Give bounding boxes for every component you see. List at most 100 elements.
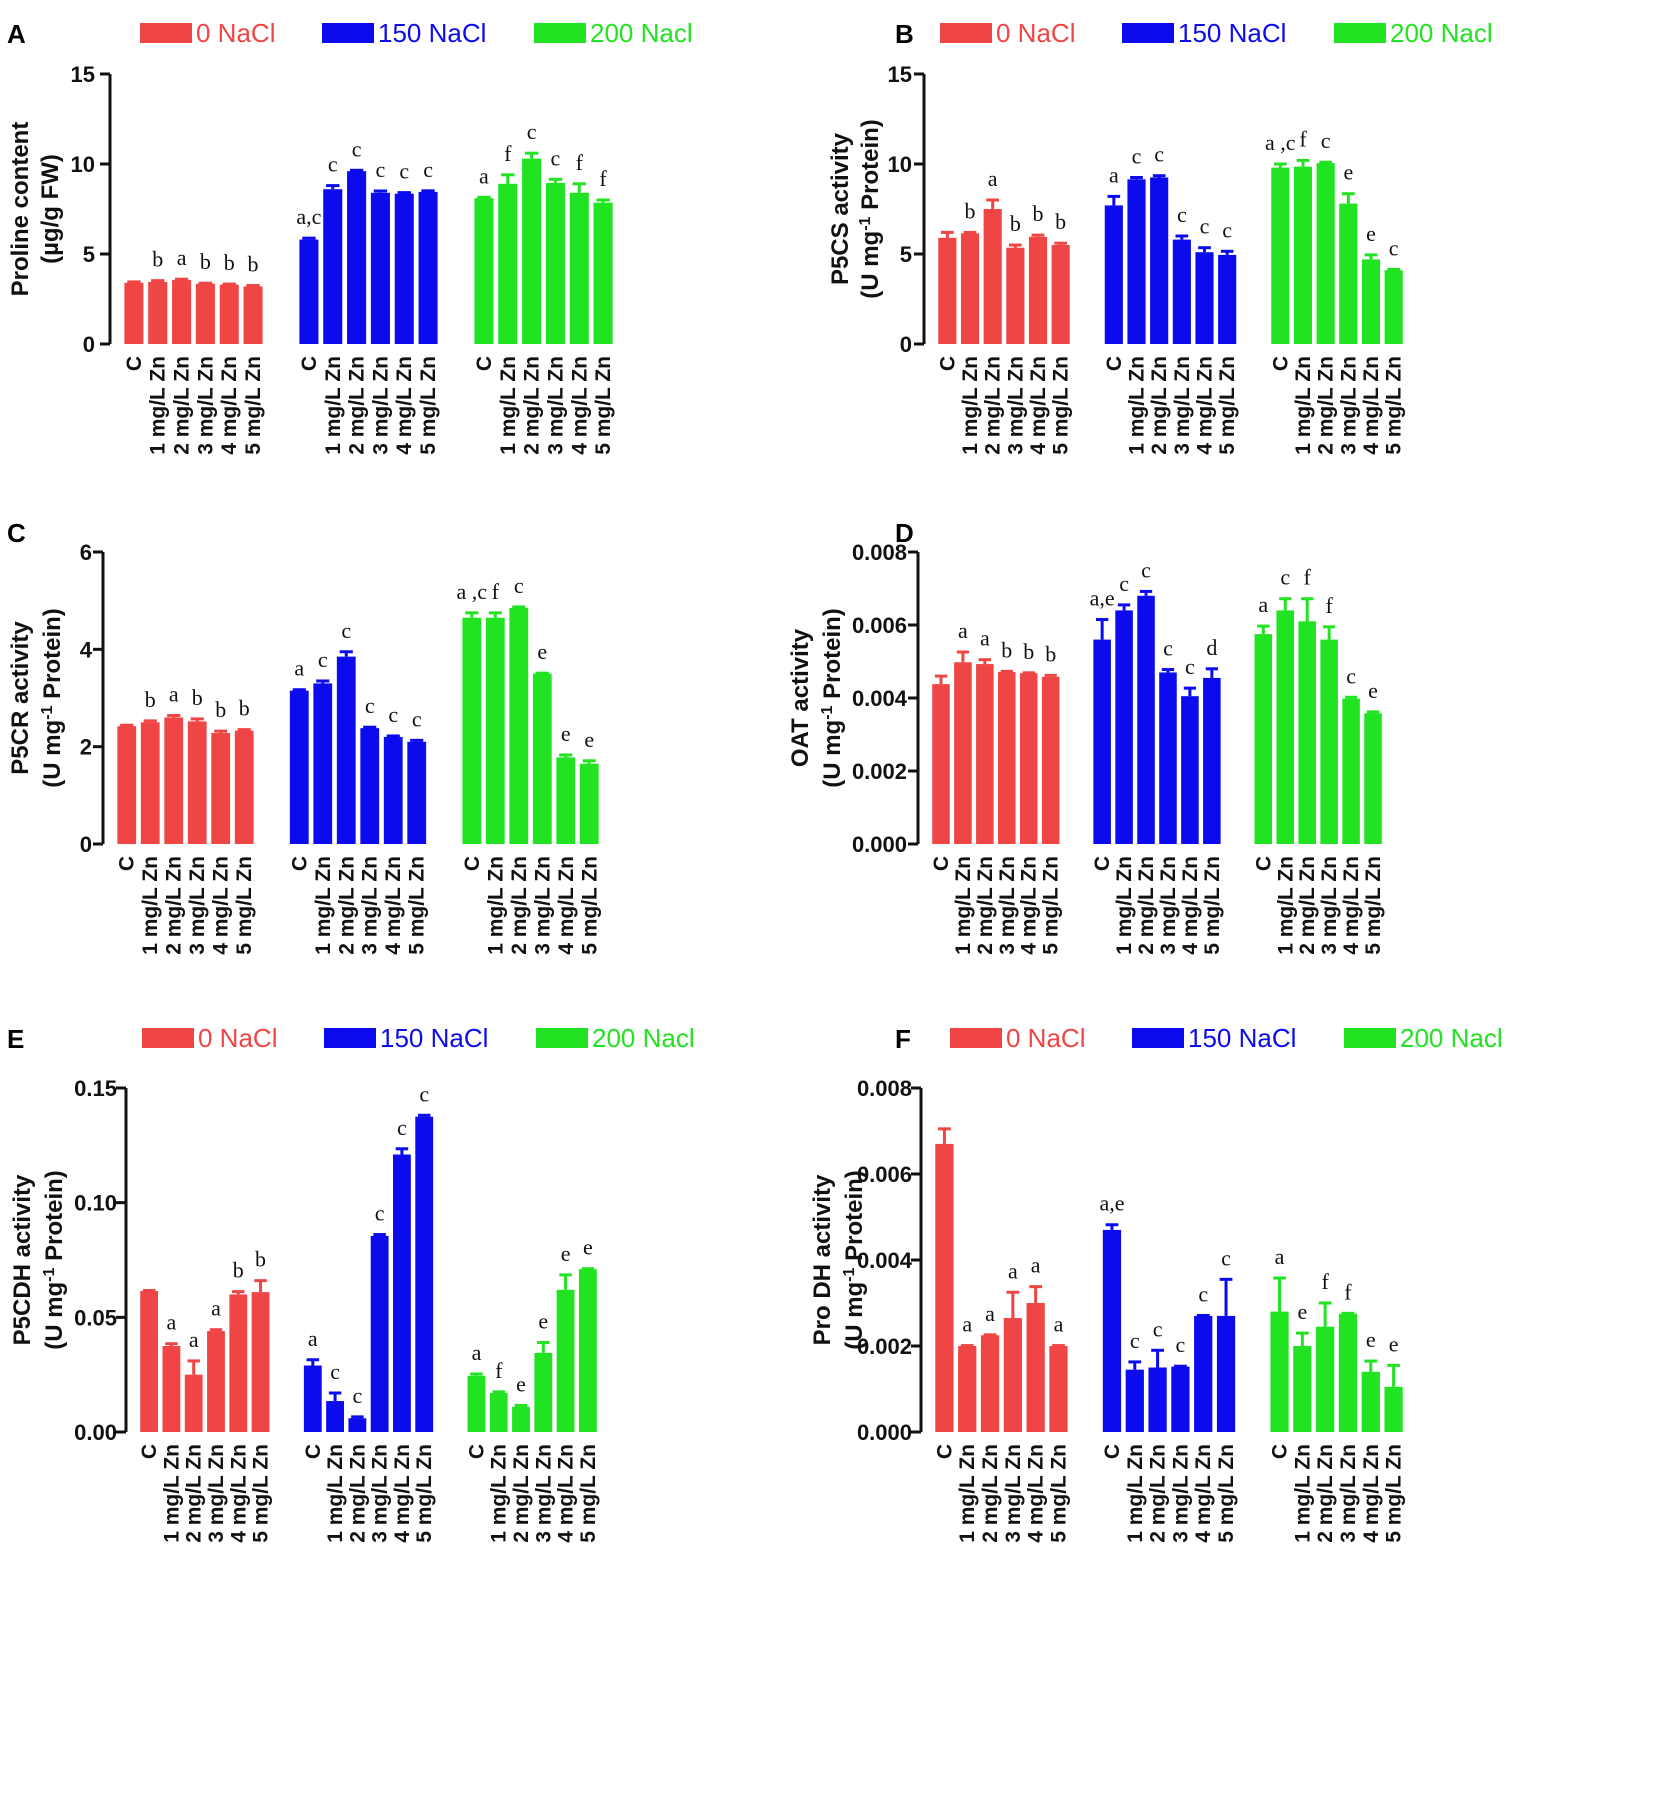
bar bbox=[370, 1235, 389, 1432]
significance-label: a,e bbox=[1099, 1191, 1124, 1216]
significance-label: e bbox=[584, 727, 594, 752]
legend-entry: 0 NaCl bbox=[196, 18, 275, 48]
x-tick-label: 4 mg/L Zn bbox=[555, 856, 578, 955]
significance-label: e bbox=[1366, 1327, 1376, 1352]
x-tick-label: C bbox=[1269, 1444, 1292, 1459]
legend-entry: 200 Nacl bbox=[1390, 18, 1493, 48]
x-tick-label: 5 mg/L Zn bbox=[242, 356, 265, 455]
significance-label: a bbox=[294, 656, 304, 681]
x-tick-label: 4 mg/L Zn bbox=[210, 856, 233, 955]
x-tick-label: 3 mg/L Zn bbox=[1337, 1444, 1360, 1543]
bar bbox=[1041, 676, 1060, 844]
bar bbox=[1104, 205, 1123, 344]
x-tick-label: 5 mg/L Zn bbox=[1362, 856, 1385, 955]
bar bbox=[1181, 696, 1199, 844]
y-axis-units-text: Protein) bbox=[841, 1170, 868, 1267]
bar bbox=[1127, 179, 1146, 344]
significance-label: a bbox=[169, 682, 179, 707]
bar bbox=[211, 733, 231, 844]
y-axis-title: P5CR activity bbox=[7, 621, 34, 775]
x-tick-label: 2 mg/L Zn bbox=[974, 856, 997, 955]
x-tick-label: C bbox=[461, 856, 484, 871]
chart-panel-a: A 0 NaCl 150 NaCl 200 Nacl 0 5 10 15 Proline con… bbox=[7, 18, 693, 455]
y-axis-units: (U mg-1 Protein) bbox=[857, 119, 885, 299]
bar bbox=[556, 1289, 575, 1432]
chart-panel-b: B 0 NaCl 150 NaCl 200 Nacl 0 5 10 15 P5CS activi… bbox=[827, 18, 1493, 455]
bar bbox=[299, 239, 319, 344]
significance-label: b bbox=[215, 697, 226, 722]
x-tick-label: 5 mg/L Zn bbox=[1383, 356, 1406, 455]
y-tick-label: 15 bbox=[888, 62, 912, 87]
x-tick-label: 4 mg/L Zn bbox=[1018, 856, 1041, 955]
y-tick-label: 0.000 bbox=[852, 832, 907, 857]
y-axis-units-text: Protein) bbox=[41, 1170, 68, 1267]
bar bbox=[1115, 610, 1133, 844]
x-tick-label: 1 mg/L Zn bbox=[497, 356, 520, 455]
x-tick-label: C bbox=[1101, 1444, 1124, 1459]
x-tick-label: C bbox=[1252, 856, 1275, 871]
significance-label: c bbox=[328, 152, 338, 177]
significance-label: a bbox=[472, 1340, 482, 1365]
significance-label: a bbox=[1109, 162, 1119, 187]
y-tick-label: 0.002 bbox=[857, 1334, 912, 1359]
significance-label: b bbox=[224, 250, 235, 275]
x-tick-label: C bbox=[465, 1444, 488, 1459]
bar bbox=[980, 1335, 1000, 1432]
significance-label: c bbox=[1198, 1281, 1208, 1306]
legend-swatch bbox=[1344, 1028, 1396, 1048]
chart-panel-f: F 0 NaCl 150 NaCl 200 Nacl 0.000 0.002 0.004 0.… bbox=[809, 1023, 1503, 1543]
x-tick-label: 1 mg/L Zn bbox=[1274, 856, 1297, 955]
bar bbox=[219, 284, 239, 344]
x-tick-label: 1 mg/L Zn bbox=[952, 856, 975, 955]
x-tick-label: C bbox=[302, 1444, 325, 1459]
y-tick-label: 0.008 bbox=[857, 1076, 912, 1101]
x-tick-label: 2 mg/L Zn bbox=[508, 856, 531, 955]
significance-label: b bbox=[239, 696, 250, 721]
bar bbox=[140, 722, 160, 844]
significance-label: c bbox=[388, 702, 398, 727]
bar bbox=[1218, 254, 1237, 344]
x-tick-label: 5 mg/L Zn bbox=[1201, 856, 1224, 955]
panel-label: B bbox=[895, 19, 914, 49]
bar bbox=[415, 1116, 434, 1432]
x-tick-label: 2 mg/L Zn bbox=[510, 1444, 533, 1543]
x-tick-label: 5 mg/L Zn bbox=[417, 356, 440, 455]
y-axis-units: (U mg-1 Protein) bbox=[841, 1170, 869, 1350]
x-tick-label: 4 mg/L Zn bbox=[1027, 356, 1050, 455]
x-tick-label: 3 mg/L Zn bbox=[531, 856, 554, 955]
x-tick-label: 1 mg/L Zn bbox=[1124, 1444, 1147, 1543]
significance-label: f bbox=[495, 1358, 503, 1383]
significance-label: a bbox=[1031, 1253, 1041, 1278]
bar bbox=[578, 1269, 597, 1432]
significance-label: b bbox=[255, 1247, 266, 1272]
bar bbox=[1171, 1366, 1190, 1432]
y-axis-title: OAT activity bbox=[787, 628, 814, 767]
significance-label: a bbox=[980, 626, 990, 651]
bar bbox=[474, 198, 494, 344]
legend-swatch bbox=[322, 23, 374, 43]
x-tick-label: 1 mg/L Zn bbox=[1113, 856, 1136, 955]
bar bbox=[1051, 245, 1070, 344]
bar bbox=[1148, 1367, 1167, 1432]
significance-label: e bbox=[1343, 160, 1353, 185]
x-tick-label: C bbox=[473, 356, 496, 371]
x-tick-label: 3 mg/L Zn bbox=[1004, 356, 1027, 455]
y-axis-title: P5CDH activity bbox=[9, 1174, 36, 1345]
y-tick-label: 0.00 bbox=[74, 1420, 117, 1445]
significance-label: a bbox=[189, 1327, 199, 1352]
chart-panel-e: E 0 NaCl 150 NaCl 200 Nacl 0.00 0.05 0.10 0.15 P… bbox=[7, 1023, 695, 1543]
significance-label: c bbox=[419, 1081, 429, 1106]
y-axis-title: P5CS activity bbox=[827, 132, 854, 285]
bar bbox=[336, 656, 356, 844]
significance-label: b bbox=[152, 247, 163, 272]
chart-legend: 0 NaCl 150 NaCl 200 Nacl bbox=[940, 18, 1493, 48]
significance-label: a,c bbox=[296, 204, 321, 229]
legend-entry: 150 NaCl bbox=[1188, 1023, 1296, 1053]
y-axis-units-text: (U mg bbox=[841, 1282, 868, 1350]
bar bbox=[360, 728, 380, 844]
significance-label: c bbox=[1119, 571, 1129, 596]
x-tick-label: 1 mg/L Zn bbox=[1125, 356, 1148, 455]
x-tick-label: 3 mg/L Zn bbox=[369, 1444, 392, 1543]
y-axis-units-text: (U mg bbox=[39, 720, 66, 788]
x-tick-label: 4 mg/L Zn bbox=[1340, 856, 1363, 955]
